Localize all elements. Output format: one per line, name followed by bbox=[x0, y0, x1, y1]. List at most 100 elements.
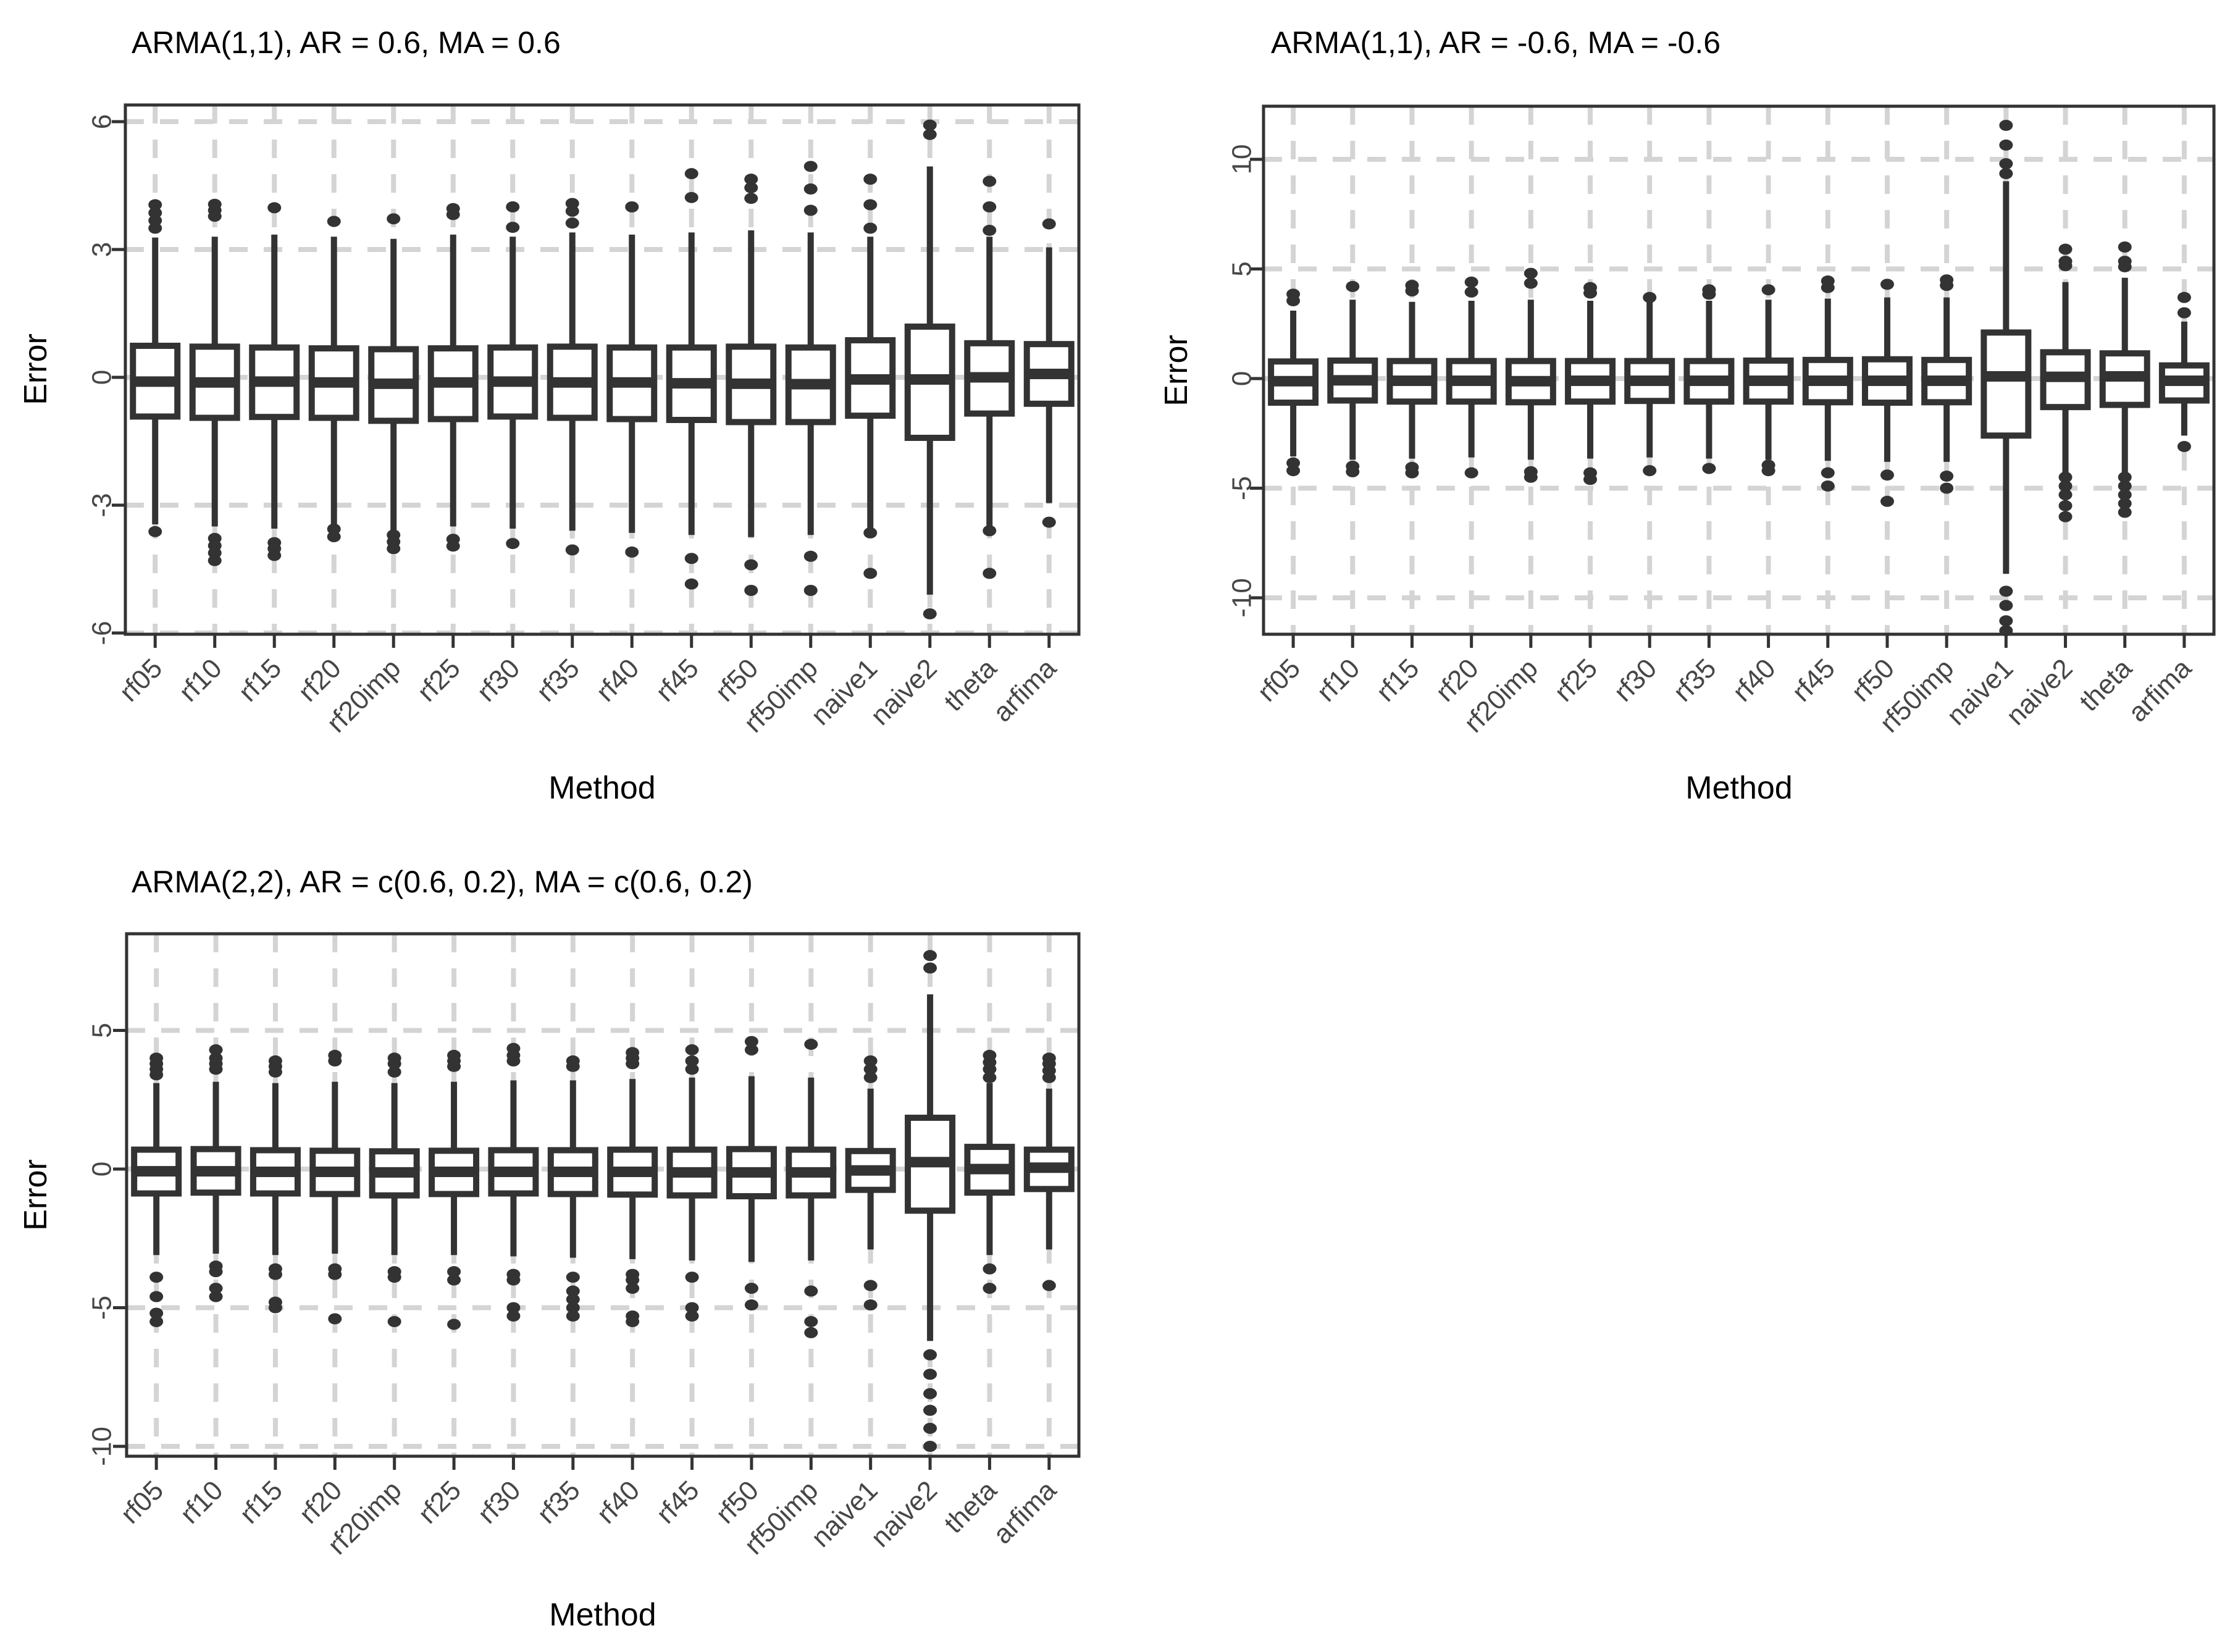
y-tick-label: 6 bbox=[87, 114, 117, 129]
median-line bbox=[1330, 375, 1375, 386]
boxplot-rf20imp bbox=[369, 1052, 420, 1327]
outlier-point bbox=[923, 962, 937, 974]
outlier-point bbox=[2177, 441, 2191, 453]
outlier-point bbox=[447, 1319, 461, 1330]
median-line bbox=[848, 374, 893, 385]
x-tick-label: rf40 bbox=[590, 653, 645, 707]
outlier-point bbox=[1346, 280, 1360, 292]
median-line bbox=[1924, 375, 1969, 387]
median-line bbox=[134, 1166, 179, 1177]
outlier-point bbox=[1405, 280, 1419, 291]
outlier-point bbox=[863, 1071, 878, 1083]
x-tick-label: rf10 bbox=[174, 1475, 228, 1529]
outlier-point bbox=[983, 568, 997, 579]
boxplot-figure-arma22: ARMA(2,2), AR = c(0.6, 0.2), MA = c(0.6,… bbox=[0, 831, 1115, 1652]
median-line bbox=[491, 1166, 536, 1177]
boxplot-naive1 bbox=[845, 174, 896, 579]
x-tick-label: naive1 bbox=[805, 653, 883, 731]
outlier-point bbox=[923, 1404, 937, 1416]
chart-title: ARMA(1,1), AR = -0.6, MA = -0.6 bbox=[1271, 25, 1721, 60]
boxplot-rf20 bbox=[309, 1049, 361, 1325]
outlier-point bbox=[625, 546, 639, 558]
outlier-point bbox=[684, 553, 698, 564]
outlier-point bbox=[804, 1327, 818, 1338]
outlier-point bbox=[566, 1302, 580, 1314]
median-line bbox=[967, 372, 1012, 383]
outlier-point bbox=[207, 555, 222, 566]
boxplot-rf15 bbox=[249, 1055, 301, 1314]
outlier-point bbox=[149, 1272, 164, 1283]
outlier-point bbox=[148, 222, 162, 234]
x-tick-label: rf05 bbox=[1252, 653, 1306, 707]
x-tick-label: arfima bbox=[987, 1475, 1062, 1549]
outlier-point bbox=[1999, 119, 2013, 131]
outlier-point bbox=[446, 203, 460, 214]
boxplot-rf25 bbox=[429, 1049, 480, 1330]
outlier-point bbox=[387, 213, 401, 225]
outlier-point bbox=[863, 1299, 878, 1311]
outlier-point bbox=[685, 1055, 699, 1067]
outlier-point bbox=[1880, 279, 1894, 290]
y-tick-label: 0 bbox=[1227, 371, 1257, 386]
x-tick-label: rf10 bbox=[174, 653, 228, 707]
outlier-point bbox=[685, 1063, 699, 1075]
outlier-point bbox=[148, 207, 162, 219]
x-tick-label: rf15 bbox=[1370, 653, 1425, 707]
outlier-point bbox=[1821, 467, 1835, 479]
outlier-point bbox=[149, 1291, 164, 1302]
x-axis-title: Method bbox=[549, 1597, 656, 1633]
y-tick-label: -5 bbox=[87, 1296, 117, 1320]
median-line bbox=[2043, 371, 2088, 382]
outlier-point bbox=[506, 1302, 521, 1314]
outlier-point bbox=[863, 199, 878, 211]
median-line bbox=[908, 1157, 953, 1168]
median-line bbox=[907, 374, 952, 385]
outlier-point bbox=[863, 1280, 878, 1291]
outlier-point bbox=[2058, 256, 2073, 267]
boxplot-arfima bbox=[2158, 291, 2210, 453]
boxplot-naive2 bbox=[904, 119, 955, 619]
outlier-point bbox=[1524, 471, 1538, 483]
outlier-point bbox=[626, 1315, 640, 1327]
boxplot-rf20 bbox=[308, 216, 359, 543]
outlier-point bbox=[387, 543, 401, 555]
outlier-point bbox=[2058, 243, 2073, 255]
outlier-point bbox=[863, 1063, 878, 1075]
outlier-point bbox=[685, 1310, 699, 1322]
boxplot-rf15 bbox=[1386, 280, 1438, 479]
panel-border bbox=[125, 932, 1081, 1458]
outlier-point bbox=[983, 201, 997, 212]
boxplot-rf20imp bbox=[368, 213, 419, 555]
outlier-point bbox=[1464, 286, 1478, 298]
median-line bbox=[610, 377, 655, 388]
outlier-point bbox=[207, 547, 222, 559]
outlier-point bbox=[1880, 469, 1894, 481]
outlier-point bbox=[506, 538, 520, 550]
outlier-point bbox=[923, 1422, 937, 1434]
median-line bbox=[1805, 375, 1850, 387]
x-tick-label: rf15 bbox=[233, 653, 287, 707]
outlier-point bbox=[744, 182, 758, 193]
outlier-point bbox=[803, 204, 818, 216]
x-tick-label: rf35 bbox=[532, 1475, 586, 1529]
median-line bbox=[1271, 375, 1316, 387]
outlier-point bbox=[1524, 267, 1538, 279]
x-tick-label: rf25 bbox=[412, 653, 466, 707]
outlier-point bbox=[149, 1307, 164, 1319]
outlier-point bbox=[268, 1302, 282, 1314]
outlier-point bbox=[1042, 1052, 1056, 1064]
outlier-point bbox=[1464, 467, 1478, 479]
boxplot-rf15 bbox=[249, 202, 300, 561]
outlier-point bbox=[804, 1315, 818, 1327]
outlier-point bbox=[626, 1283, 640, 1294]
outlier-point bbox=[1346, 466, 1360, 477]
outlier-point bbox=[148, 215, 162, 227]
outlier-point bbox=[566, 1310, 580, 1322]
outlier-point bbox=[1286, 465, 1301, 477]
y-tick-label: 0 bbox=[87, 370, 117, 385]
x-tick-label: naive2 bbox=[2000, 653, 2078, 731]
outlier-point bbox=[566, 1055, 580, 1067]
outlier-point bbox=[1286, 457, 1301, 469]
boxplot-naive2 bbox=[2040, 243, 2091, 522]
